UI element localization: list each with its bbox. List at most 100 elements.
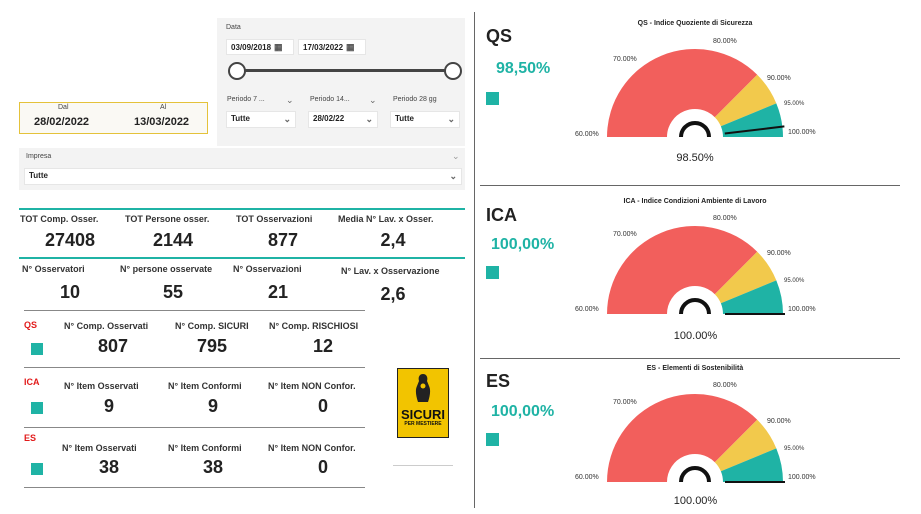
date-range-handle-start[interactable] bbox=[228, 62, 246, 80]
kpi-value: 2,4 bbox=[380, 230, 406, 250]
periodo14-select[interactable]: 28/02/22 ⌄ bbox=[308, 111, 378, 128]
logo-line1: SICURI bbox=[400, 407, 446, 422]
gauge-indicator bbox=[486, 433, 499, 446]
gauge-value: 100.00% bbox=[673, 330, 718, 342]
periodo7-value: Tutte bbox=[231, 114, 250, 123]
gauge-pct: 98,50% bbox=[496, 60, 551, 77]
al-value: 13/03/2022 bbox=[134, 116, 190, 128]
kpi-value: 877 bbox=[267, 230, 299, 250]
gauge-title: QS - Indice Quoziente di Sicurezza bbox=[637, 20, 753, 27]
tick-label: 100.00% bbox=[788, 129, 816, 136]
logo-line2: PER MESTIERE bbox=[404, 421, 442, 427]
dal-al-box bbox=[19, 102, 208, 134]
kpi-label: N° Item Conformi bbox=[168, 443, 242, 453]
gauge-chart bbox=[607, 225, 785, 315]
date-range-handle-end[interactable] bbox=[444, 62, 462, 80]
kpi-label: N° Item NON Confor. bbox=[268, 381, 356, 391]
periodo14-value: 28/02/22 bbox=[313, 114, 345, 123]
dal-label: Dal bbox=[58, 104, 69, 111]
kpi-label: N° Item Conformi bbox=[168, 381, 242, 391]
kpi-value: 38 bbox=[202, 457, 224, 477]
tick-label: 70.00% bbox=[613, 399, 637, 406]
worker-icon bbox=[415, 374, 431, 402]
kpi-value: 0 bbox=[317, 457, 328, 477]
panel-divider bbox=[474, 12, 475, 508]
kpi-label: N° Osservazioni bbox=[233, 264, 302, 274]
tick-label: 90.00% bbox=[767, 75, 791, 82]
gauge-band bbox=[714, 251, 777, 304]
kpi-value: 55 bbox=[162, 282, 184, 302]
kpi-value: 2144 bbox=[152, 230, 194, 250]
gauge-panel-ica: ICA 100,00% ICA - Indice Condizioni Ambi… bbox=[480, 191, 900, 356]
divider-line bbox=[24, 367, 365, 368]
gauge-chart bbox=[607, 48, 785, 138]
periodo7-label: Periodo 7 ... bbox=[227, 96, 265, 103]
kpi-label: TOT Osservazioni bbox=[236, 214, 313, 224]
date-from-field[interactable]: 03/09/2018 ▦ bbox=[226, 39, 294, 55]
kpi-label: N° Item Osservati bbox=[62, 443, 137, 453]
kpi-value: 0 bbox=[317, 396, 328, 416]
chevron-down-icon: ⌄ bbox=[449, 171, 457, 181]
periodo28-value: Tutte bbox=[395, 114, 414, 123]
gauge-indicator bbox=[486, 266, 499, 279]
date-range-track[interactable] bbox=[236, 69, 454, 72]
divider-line bbox=[24, 310, 365, 311]
tick-label: 70.00% bbox=[613, 231, 637, 238]
periodo28-label: Periodo 28 gg bbox=[393, 96, 437, 103]
kpi-label: N° Comp. SICURI bbox=[175, 321, 249, 331]
periodo7-select[interactable]: Tutte ⌄ bbox=[226, 111, 296, 128]
gauge-pct: 100,00% bbox=[491, 236, 555, 253]
gauge-indicator bbox=[486, 92, 499, 105]
tick-label: 60.00% bbox=[575, 131, 599, 138]
chevron-down-icon[interactable]: ⌄ bbox=[369, 95, 377, 105]
gauge-value: 98.50% bbox=[676, 152, 714, 164]
chevron-down-icon[interactable]: ⌄ bbox=[286, 95, 294, 105]
kpi-label: TOT Persone osser. bbox=[125, 214, 210, 224]
gauge-hub bbox=[679, 121, 711, 138]
periodo28-select[interactable]: Tutte ⌄ bbox=[390, 111, 460, 128]
kpi-label: N° Item NON Confor. bbox=[268, 443, 356, 453]
kpi-value: 795 bbox=[196, 336, 228, 356]
logo-caption-line bbox=[393, 465, 453, 466]
impresa-select[interactable]: Tutte ⌄ bbox=[24, 168, 462, 185]
kpi-value: 9 bbox=[207, 396, 218, 416]
gauge-band bbox=[720, 280, 783, 314]
tick-label: 70.00% bbox=[613, 56, 637, 63]
impresa-value: Tutte bbox=[29, 171, 48, 180]
kpi-label: Media N° Lav. x Osser. bbox=[338, 214, 434, 224]
kpi-label: N° Comp. RISCHIOSI bbox=[269, 321, 359, 331]
divider-line bbox=[24, 487, 365, 488]
tick-label: 95.00% bbox=[784, 278, 805, 284]
kpi-value: 807 bbox=[97, 336, 129, 356]
chevron-down-icon: ⌄ bbox=[365, 114, 373, 124]
gauge-code: QS bbox=[486, 26, 513, 46]
sicuri-logo: SICURI PER MESTIERE bbox=[397, 368, 449, 438]
divider-line bbox=[24, 427, 365, 428]
gauge-band bbox=[714, 419, 777, 472]
calendar-icon[interactable]: ▦ bbox=[346, 42, 355, 52]
kpi-value: 27408 bbox=[44, 230, 96, 250]
tick-label: 95.00% bbox=[784, 101, 805, 107]
gauge-band bbox=[714, 74, 777, 127]
al-label: Al bbox=[160, 104, 167, 111]
date-to-field[interactable]: 17/03/2022 ▦ bbox=[298, 39, 366, 55]
gauge-separator bbox=[480, 185, 900, 186]
gauge-code: ICA bbox=[486, 205, 517, 225]
kpi-label: N° Lav. x Osservazione bbox=[341, 266, 440, 276]
gauge-code: ES bbox=[486, 371, 511, 391]
calendar-icon[interactable]: ▦ bbox=[274, 42, 283, 52]
kpi-label: N° Item Osservati bbox=[64, 381, 139, 391]
kpi-value: 9 bbox=[103, 396, 114, 416]
es-indicator bbox=[31, 463, 43, 475]
tick-label: 60.00% bbox=[575, 306, 599, 313]
chevron-down-icon[interactable]: ⌄ bbox=[452, 151, 460, 161]
gauge-band bbox=[607, 225, 758, 314]
gauge-hub bbox=[679, 466, 711, 483]
periodo14-label: Periodo 14... bbox=[310, 96, 350, 103]
gauge-value: 100.00% bbox=[673, 495, 718, 507]
impresa-label: Impresa bbox=[26, 153, 52, 160]
gauge-band bbox=[607, 393, 758, 482]
gauge-hub bbox=[679, 298, 711, 315]
divider-line bbox=[19, 257, 465, 259]
gauge-band bbox=[607, 48, 758, 138]
